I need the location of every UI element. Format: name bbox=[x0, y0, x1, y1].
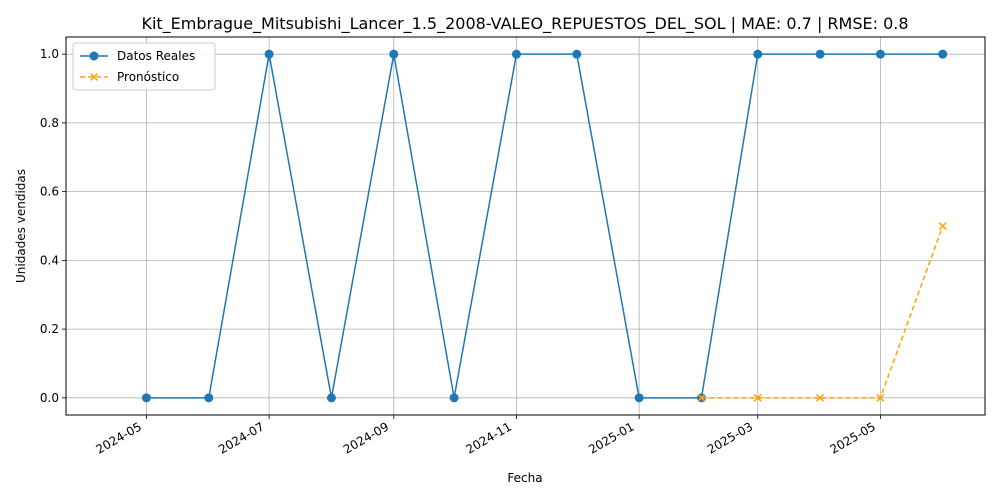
y-tick-label: 0.4 bbox=[40, 253, 59, 267]
data-point-forecast bbox=[816, 393, 825, 402]
chart-title: Kit_Embrague_Mitsubishi_Lancer_1.5_2008-… bbox=[141, 14, 908, 34]
legend-label-forecast: Pronóstico bbox=[117, 70, 179, 84]
data-point-actual bbox=[326, 393, 336, 403]
legend-marker-actual bbox=[89, 51, 99, 61]
x-axis-label: Fecha bbox=[507, 471, 542, 485]
series-line-actual bbox=[146, 53, 943, 399]
legend: Datos Reales Pronóstico bbox=[72, 42, 216, 91]
data-point-actual bbox=[572, 49, 582, 59]
x-axis: 2024-05 2024-07 2024-09 2024-11 2025-01 2025-… bbox=[94, 415, 881, 457]
data-point-forecast bbox=[876, 393, 885, 402]
data-point-forecast bbox=[753, 393, 762, 402]
y-tick-label: 0.2 bbox=[40, 322, 59, 336]
series-layer bbox=[141, 49, 948, 403]
series-line-forecast bbox=[701, 225, 944, 399]
y-tick-label: 0.6 bbox=[40, 185, 59, 199]
data-point-actual bbox=[875, 49, 885, 59]
x-tick-label: 2024-09 bbox=[341, 419, 391, 456]
grid bbox=[66, 37, 985, 415]
y-axis: 0.0 0.2 0.4 0.6 0.8 1.0 bbox=[40, 47, 66, 405]
data-point-actual bbox=[264, 49, 274, 59]
data-point-forecast bbox=[938, 221, 947, 231]
data-point-actual bbox=[389, 49, 399, 59]
data-point-actual bbox=[938, 49, 948, 59]
data-point-forecast bbox=[697, 393, 706, 402]
y-tick-label: 0.8 bbox=[40, 116, 59, 130]
x-tick-label: 2025-05 bbox=[828, 419, 878, 456]
x-tick-label: 2025-01 bbox=[586, 419, 636, 456]
y-tick-label: 1.0 bbox=[40, 47, 59, 61]
legend-marker-forecast bbox=[89, 72, 99, 82]
x-tick-label: 2025-03 bbox=[705, 419, 755, 456]
x-tick-label: 2024-07 bbox=[216, 419, 266, 456]
legend-box bbox=[72, 42, 216, 91]
plot-frame bbox=[65, 36, 986, 416]
data-point-actual bbox=[815, 49, 825, 59]
legend-label-actual: Datos Reales bbox=[117, 49, 195, 63]
data-point-actual bbox=[511, 49, 521, 59]
x-tick-label: 2024-11 bbox=[464, 419, 514, 456]
y-axis-label: Unidades vendidas bbox=[14, 169, 28, 283]
x-tick-label: 2024-05 bbox=[94, 419, 144, 456]
data-point-actual bbox=[204, 393, 214, 403]
data-point-actual bbox=[753, 49, 763, 59]
data-point-actual bbox=[634, 393, 644, 403]
y-tick-label: 0.0 bbox=[40, 391, 59, 405]
data-point-actual bbox=[449, 393, 459, 403]
data-point-actual bbox=[141, 393, 151, 403]
